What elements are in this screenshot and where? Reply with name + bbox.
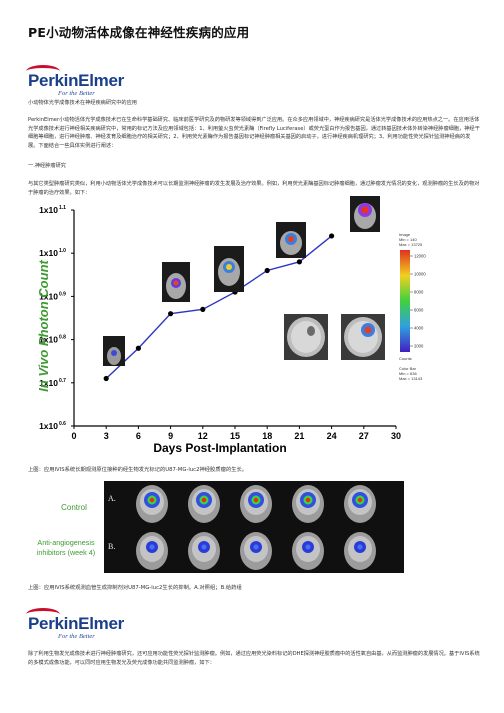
- data-point: [168, 311, 174, 317]
- anti-label-line2: inhibitors (week 4): [36, 548, 96, 557]
- series-line: [105, 235, 333, 379]
- colorbar-header-image: Image: [399, 232, 411, 237]
- control-row: [136, 485, 376, 523]
- series-points: [103, 233, 335, 382]
- x-tick-label: 21: [294, 431, 304, 441]
- colorbar-tick-label: 4000: [414, 326, 424, 331]
- treated-mouse-image: [240, 532, 272, 570]
- mouse-image-day24: [350, 196, 380, 232]
- colorbar-footer-title: Color Bar: [399, 366, 417, 371]
- mouse-image-day9: [162, 262, 190, 302]
- logo-swoosh-icon-bottom: [26, 608, 60, 621]
- x-tick-label: 30: [391, 431, 401, 441]
- colorbar-footer-max: Max = 13143: [399, 376, 423, 381]
- y-tick-label: 1x10: [39, 335, 58, 345]
- colorbar-tick-label: 8000: [414, 290, 424, 295]
- x-tick-label: 18: [262, 431, 272, 441]
- y-axis-label: In Vivo Photon Count: [36, 260, 51, 392]
- mouse-image-day3: [103, 336, 125, 366]
- brain-image-2: [341, 314, 385, 360]
- row-b-tag: B.: [108, 542, 115, 551]
- data-point: [264, 267, 270, 274]
- x-tick-label: 3: [104, 431, 109, 441]
- perkinelmer-logo: PerkinElmer For the Better: [26, 65, 124, 97]
- colorbar-tick-label: 6000: [414, 308, 424, 313]
- data-point: [296, 259, 302, 265]
- control-mouse-image: [292, 485, 324, 523]
- data-point: [200, 306, 206, 312]
- colorbar-header-min: Min = 140: [399, 237, 417, 242]
- caption-figure2: 上图：应用IVIS系统观测血管生成抑制剂对U87-MG-luc2生长的抑制。A.…: [28, 585, 242, 591]
- treated-mouse-image: [136, 532, 168, 570]
- data-point: [103, 375, 109, 382]
- x-tick-label: 12: [198, 431, 208, 441]
- y-tick-label: 1x10: [39, 205, 58, 215]
- row-a-tag: A.: [108, 494, 116, 503]
- tumor-growth-chart: 1x10 0.6 1x10 0.7 1x10 0.8 1x10 0.9 1x10 1.0 1x10 1…: [28, 196, 480, 462]
- colorbar-ticks: 12000 10000 8000 6000 4000 2000: [410, 254, 426, 349]
- y-tick-exponent: 0.6: [59, 421, 66, 427]
- control-mouse-image: [240, 485, 272, 523]
- colorbar-tick-label: 12000: [414, 254, 426, 259]
- y-tick-label: 1x10: [39, 248, 58, 258]
- anti-label-line1: Anti-angiogenesis: [37, 538, 95, 547]
- y-tick-label: 1x10: [39, 421, 58, 431]
- page-title: PE小动物活体成像在神经性疾病的应用: [28, 25, 250, 40]
- x-tick-label: 27: [359, 431, 369, 441]
- data-point: [135, 345, 141, 351]
- intro-paragraph: PerkinElmer小动物活体光学成像技术已在生命科学基础研究、临床前医学研究…: [28, 117, 480, 149]
- perkinelmer-logo-bottom: PerkinElmer For the Better: [26, 608, 124, 640]
- logo-swoosh-icon: [26, 65, 60, 78]
- mouse-image-day21: [276, 222, 306, 258]
- x-axis-label: Days Post-Implantation: [153, 441, 286, 455]
- treated-mouse-image: [344, 532, 376, 570]
- section1-heading: 一.神经肿瘤研究: [28, 163, 66, 169]
- colorbar-footer-min: Min = 636: [399, 371, 417, 376]
- colorbar: Image Min = 140 Max = 13725 12000 10000 80…: [399, 232, 426, 381]
- x-tick-label: 9: [168, 431, 173, 441]
- brain-image-1: [284, 314, 328, 360]
- section1-paragraph: 与其它类型肿瘤研究类似，利用小动物活体光学成像技术可以长期监测神经肿瘤的发生发展…: [28, 181, 480, 196]
- y-tick-label: 1x10: [39, 291, 58, 301]
- colorbar-tick-label: 10000: [414, 272, 426, 277]
- logo-tagline-bottom: For the Better: [58, 633, 95, 640]
- y-tick-exponent: 1.0: [59, 248, 66, 254]
- x-tick-label: 6: [136, 431, 141, 441]
- x-ticks: 0 3 6 9 12 15 18 21 24 27 30: [71, 426, 401, 441]
- treatment-figure: Control Anti-angiogenesis inhibitors (we…: [28, 481, 408, 573]
- bottom-paragraph: 除了利用生物发光成像技术进行神经肿瘤研究，还可应用功能性荧光探针监测肿瘤。例如，…: [28, 651, 480, 666]
- y-tick-exponent: 1.1: [59, 205, 66, 211]
- data-point: [329, 233, 335, 239]
- caption-figure1: 上图：应用IVIS系统长期观测原位接种的经生物发光标记的U87-MG-luc2神…: [28, 467, 248, 473]
- control-mouse-image: [344, 485, 376, 523]
- control-mouse-image: [136, 485, 168, 523]
- control-mouse-image: [188, 485, 220, 523]
- x-tick-label: 0: [71, 431, 76, 441]
- mouse-image-day15: [214, 246, 244, 292]
- treated-row: [136, 532, 376, 570]
- x-tick-label: 15: [230, 431, 240, 441]
- control-label: Control: [61, 503, 87, 512]
- x-tick-label: 24: [327, 431, 337, 441]
- colorbar-tick-label: 2000: [414, 344, 424, 349]
- y-tick-exponent: 0.8: [59, 335, 66, 341]
- treatment-images: A. B.: [104, 481, 404, 573]
- y-tick-exponent: 0.7: [59, 378, 66, 384]
- colorbar-header-max: Max = 13725: [399, 242, 423, 247]
- colorbar-gradient: [400, 250, 410, 352]
- treated-mouse-image: [188, 532, 220, 570]
- treated-mouse-image: [292, 532, 324, 570]
- y-tick-label: 1x10: [39, 378, 58, 388]
- y-tick-exponent: 0.9: [59, 291, 66, 297]
- intro-heading: 小动物体光学成像技术在神经疾病研究中的应用: [28, 100, 137, 106]
- colorbar-units: Counts: [399, 356, 412, 361]
- logo-tagline: For the Better: [58, 90, 95, 97]
- anti-angiogenesis-label: Anti-angiogenesis inhibitors (week 4): [28, 538, 104, 558]
